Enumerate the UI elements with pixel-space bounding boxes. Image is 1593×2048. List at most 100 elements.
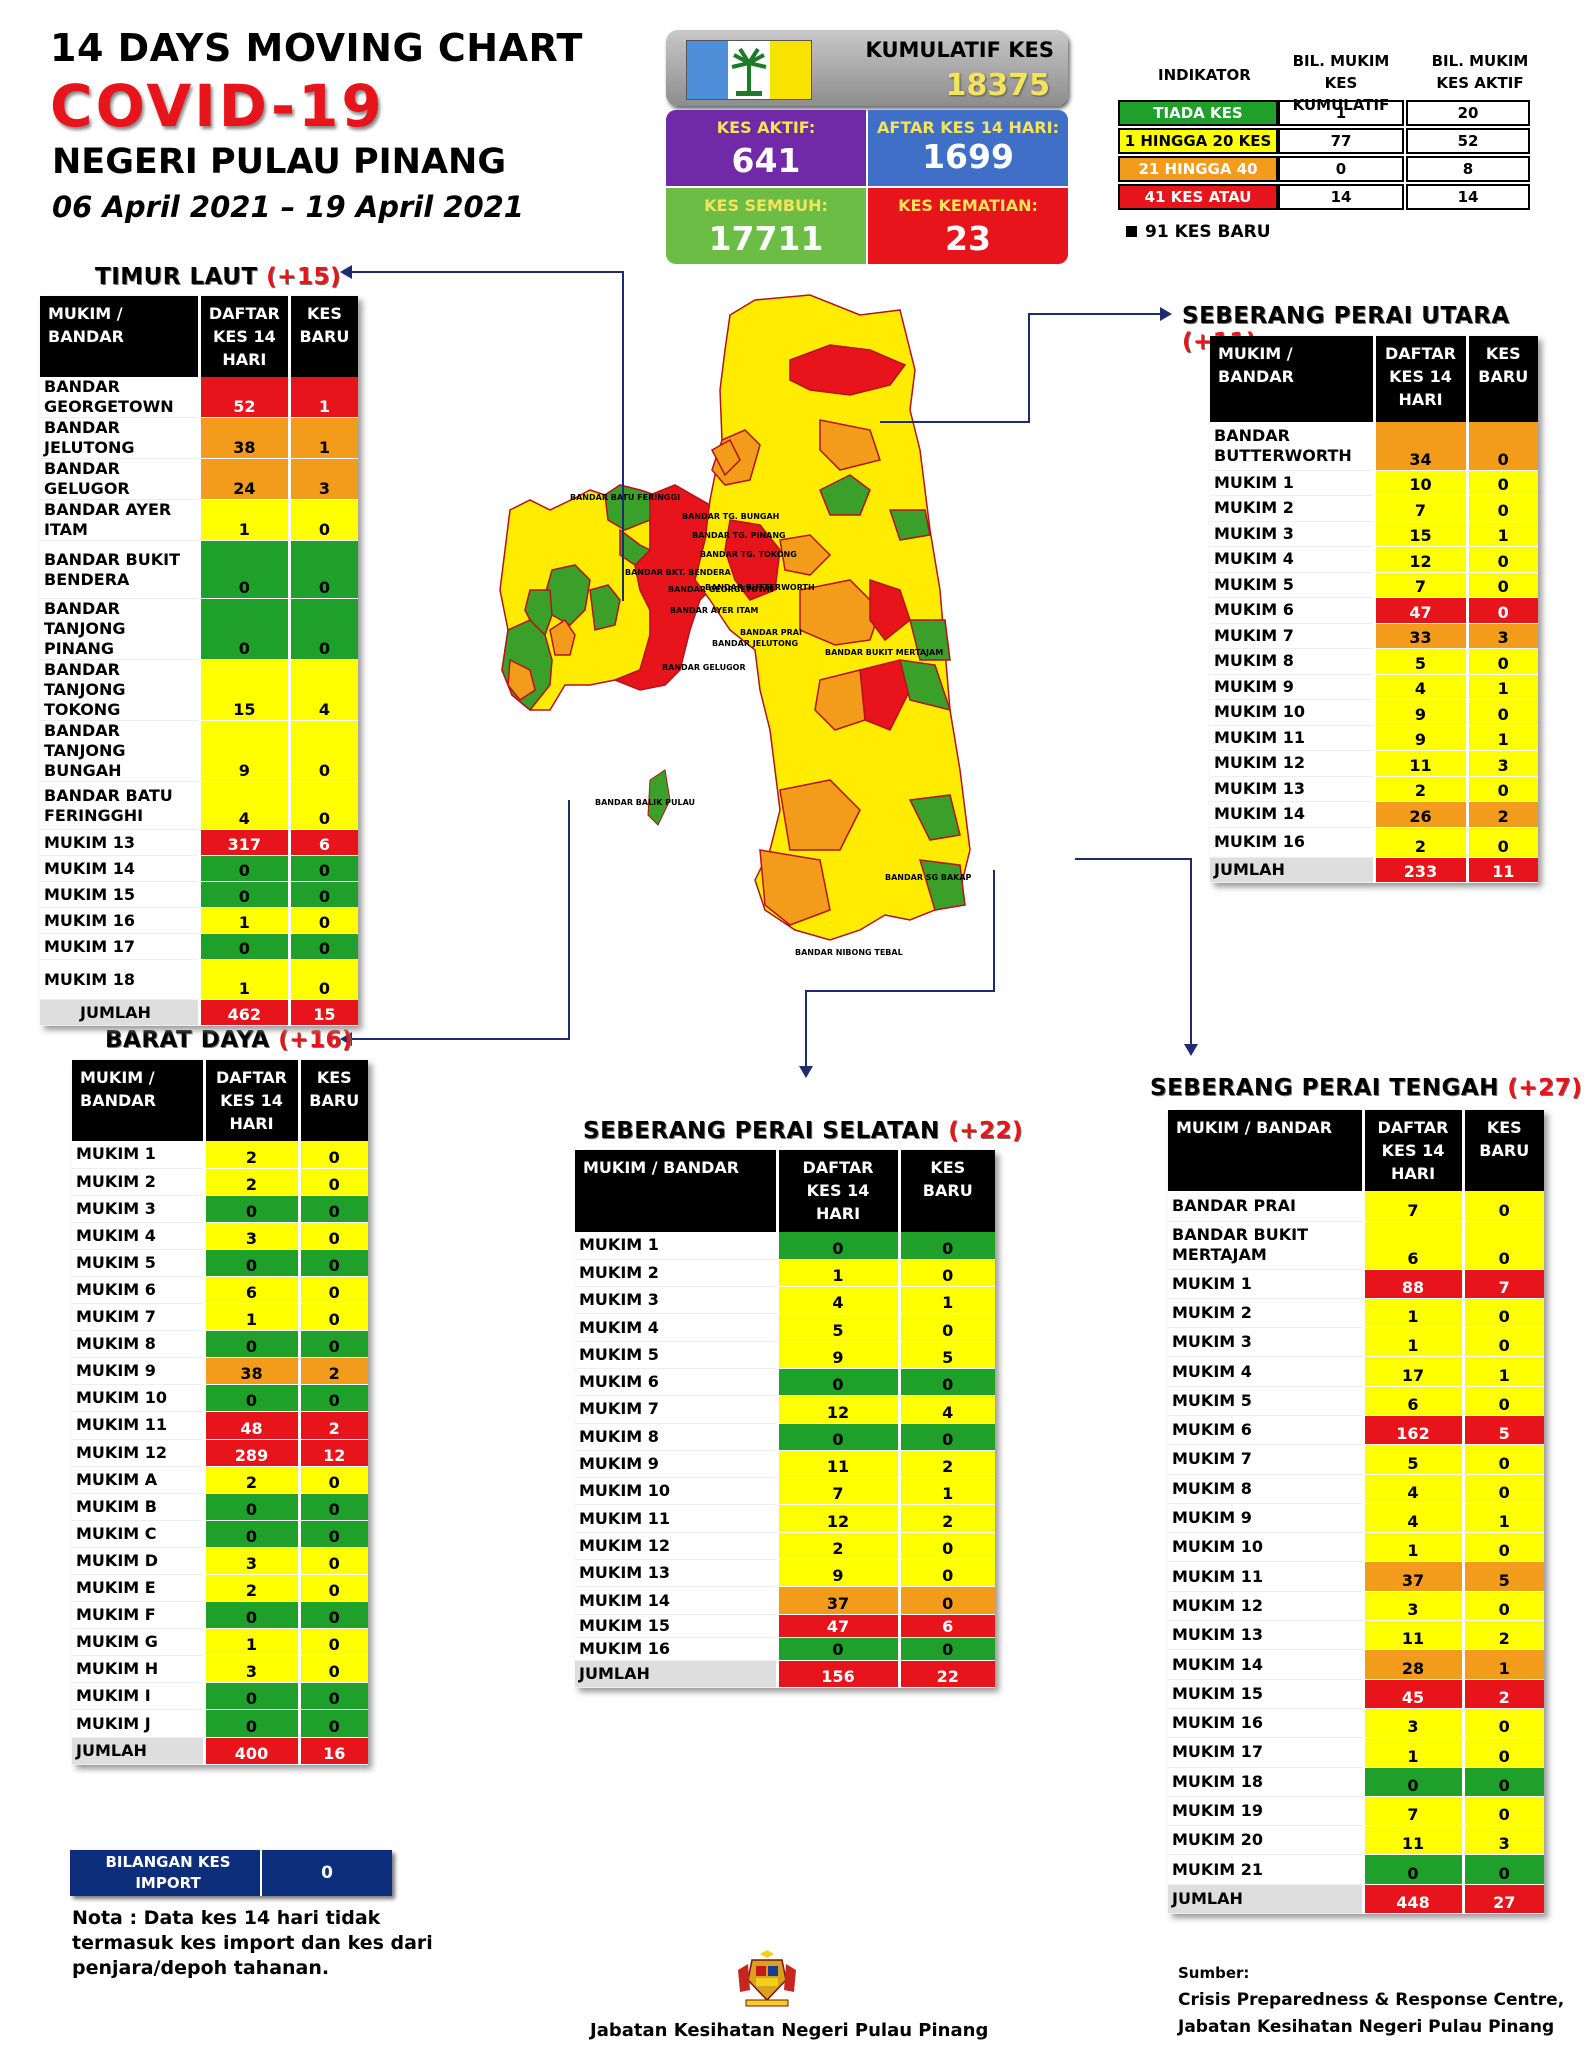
row-name: BANDAR BUTTERWORTH bbox=[1210, 422, 1374, 471]
new-cases: 0 bbox=[297, 1628, 368, 1657]
table-row: MUKIM 20 11 3 bbox=[1168, 1825, 1544, 1856]
new-cases: 1 bbox=[1465, 521, 1538, 547]
row-name: MUKIM 3 bbox=[72, 1195, 204, 1223]
cases-14-days: 9 bbox=[775, 1559, 899, 1588]
active-label: KES AKTIF: bbox=[716, 118, 816, 137]
table-row: BANDAR JELUTONG 38 1 bbox=[40, 417, 358, 459]
row-name: MUKIM 13 bbox=[40, 829, 200, 856]
new-cases: 0 bbox=[1461, 1737, 1544, 1768]
row-name: MUKIM 15 bbox=[575, 1614, 777, 1638]
row-name: MUKIM 15 bbox=[1168, 1679, 1363, 1709]
cases-14-days: 11 bbox=[1361, 1620, 1463, 1651]
column-header: DAFTAR KES 14 HARI bbox=[1363, 1110, 1465, 1191]
cases-14-days: 0 bbox=[202, 1195, 299, 1223]
legend-cum-count: 14 bbox=[1278, 184, 1404, 210]
new-cases: 2 bbox=[1465, 801, 1538, 828]
row-name: MUKIM B bbox=[72, 1493, 204, 1521]
new-cases: 7 bbox=[1461, 1269, 1544, 1299]
arrow-spt bbox=[1184, 1044, 1198, 1056]
row-name: BANDAR BUKIT BENDERA bbox=[40, 540, 200, 599]
table-row: MUKIM 15 45 2 bbox=[1168, 1679, 1544, 1709]
row-name: MUKIM 17 bbox=[1168, 1737, 1363, 1768]
new-cases: 0 bbox=[1461, 1386, 1544, 1416]
table-row: MUKIM 10 1 0 bbox=[1168, 1532, 1544, 1563]
cases-14-days: 0 bbox=[775, 1423, 899, 1451]
legend-header-indicator: INDIKATOR bbox=[1158, 66, 1251, 84]
cases-14-days: 7 bbox=[1361, 1796, 1463, 1827]
row-name: MUKIM 8 bbox=[1210, 648, 1374, 675]
new-cases: 1 bbox=[1465, 674, 1538, 700]
legend-row: TIADA KES 1 20 bbox=[1118, 100, 1546, 126]
row-name: MUKIM 18 bbox=[1168, 1767, 1363, 1797]
total-label: JUMLAH bbox=[72, 1737, 204, 1765]
row-name: MUKIM 12 bbox=[72, 1439, 204, 1467]
table-row: MUKIM 12 3 0 bbox=[1168, 1591, 1544, 1622]
legend-indicator: 21 HINGGA 40 KES bbox=[1118, 156, 1278, 200]
row-name: MUKIM 6 bbox=[1210, 597, 1374, 624]
column-header: MUKIM / BANDAR bbox=[40, 296, 201, 377]
new-cases: 0 bbox=[1465, 546, 1538, 573]
total-row: JUMLAH 156 22 bbox=[575, 1660, 995, 1688]
row-name: MUKIM 2 bbox=[1168, 1298, 1363, 1329]
total-label: JUMLAH bbox=[1168, 1884, 1363, 1915]
new-cases: 1 bbox=[1465, 725, 1538, 751]
new-cases: 0 bbox=[297, 1547, 368, 1576]
new-cases: 0 bbox=[1465, 699, 1538, 726]
row-name: MUKIM 13 bbox=[1168, 1620, 1363, 1651]
row-name: MUKIM 11 bbox=[72, 1411, 204, 1440]
new-cases: 0 bbox=[1465, 495, 1538, 522]
connector-sps-v1 bbox=[993, 870, 995, 992]
column-header: DAFTAR KES 14 HARI bbox=[204, 1060, 301, 1141]
new-cases: 1 bbox=[1461, 1649, 1544, 1680]
column-header: MUKIM / BANDAR bbox=[575, 1150, 779, 1232]
cases-14-days: 7 bbox=[1361, 1191, 1463, 1222]
row-name: MUKIM 7 bbox=[1168, 1444, 1363, 1475]
row-name: MUKIM 16 bbox=[40, 907, 200, 934]
active-cases-box: KES AKTIF: 641 bbox=[666, 110, 866, 186]
new-cases: 0 bbox=[297, 1141, 368, 1169]
row-name: MUKIM 4 bbox=[1210, 546, 1374, 573]
table-row: MUKIM 14 0 0 bbox=[40, 855, 358, 882]
row-name: MUKIM 2 bbox=[72, 1168, 204, 1196]
new-cases: 0 bbox=[287, 781, 358, 830]
cases-14-days: 9 bbox=[775, 1341, 899, 1369]
row-name: MUKIM 16 bbox=[575, 1637, 777, 1661]
table-row: MUKIM 10 0 0 bbox=[72, 1384, 368, 1413]
new-cases: 0 bbox=[297, 1709, 368, 1738]
legend-active-count: 20 bbox=[1406, 100, 1530, 126]
table-row: MUKIM 4 12 0 bbox=[1210, 546, 1538, 573]
row-name: MUKIM 10 bbox=[575, 1477, 777, 1506]
legend-indicator: 1 HINGGA 20 KES bbox=[1118, 128, 1278, 154]
table-row: MUKIM 15 0 0 bbox=[40, 881, 358, 908]
new-cases: 1 bbox=[1461, 1356, 1544, 1387]
cases-14-days: 0 bbox=[197, 855, 290, 882]
cases-14-days: 47 bbox=[775, 1614, 899, 1638]
new-cases: 0 bbox=[897, 1313, 995, 1342]
column-header: KES BARU bbox=[899, 1150, 995, 1232]
map-label: BANDAR TG. BUNGAH bbox=[682, 512, 779, 521]
cases-14-days: 0 bbox=[202, 1493, 299, 1521]
new-cases: 0 bbox=[1465, 572, 1538, 598]
new-cases: 0 bbox=[287, 540, 358, 599]
cases-14-days: 1 bbox=[1361, 1737, 1463, 1768]
table-row: MUKIM 12 289 12 bbox=[72, 1439, 368, 1467]
new-cases: 0 bbox=[1465, 422, 1538, 471]
total-14-days: 448 bbox=[1361, 1884, 1463, 1915]
new-cases: 2 bbox=[297, 1357, 368, 1386]
new-cases: 0 bbox=[297, 1466, 368, 1494]
table-row: MUKIM 18 1 0 bbox=[40, 959, 358, 1000]
new-cases: 5 bbox=[1461, 1415, 1544, 1446]
cases-14-days: 45 bbox=[1361, 1679, 1463, 1709]
cumulative-value: 18375 bbox=[945, 68, 1050, 103]
new-cases: 0 bbox=[297, 1682, 368, 1711]
table-row: MUKIM 7 33 3 bbox=[1210, 623, 1538, 649]
